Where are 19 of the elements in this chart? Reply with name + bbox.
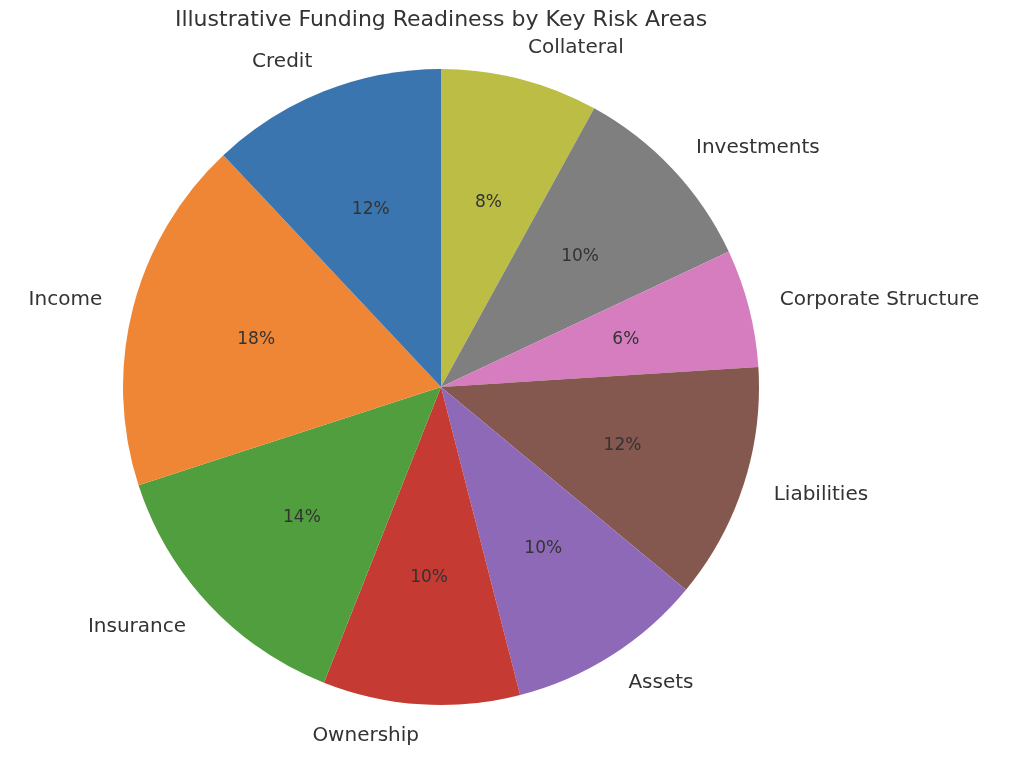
slice-label: Ownership — [312, 722, 420, 747]
chart-title: Illustrative Funding Readiness by Key Risk Areas — [174, 5, 708, 31]
data-label: 8% — [474, 190, 502, 211]
data-label: 12% — [603, 434, 642, 455]
slice-label: Assets — [628, 668, 694, 693]
data-label: 10% — [410, 565, 448, 586]
data-label: 14% — [283, 506, 321, 527]
slice-label: Corporate Structure — [779, 286, 980, 311]
slice-label: Investments — [695, 133, 820, 158]
slice-label: Insurance — [87, 612, 187, 637]
slice-label: Credit — [252, 47, 313, 72]
data-label: 12% — [351, 198, 390, 219]
data-label: 10% — [561, 244, 599, 265]
data-label: 18% — [237, 327, 276, 348]
data-label: 10% — [524, 536, 563, 557]
slice-label: Liabilities — [773, 481, 869, 506]
slice-label: Collateral — [527, 34, 624, 59]
data-label: 6% — [612, 327, 640, 348]
slice-label: Income — [28, 286, 103, 311]
